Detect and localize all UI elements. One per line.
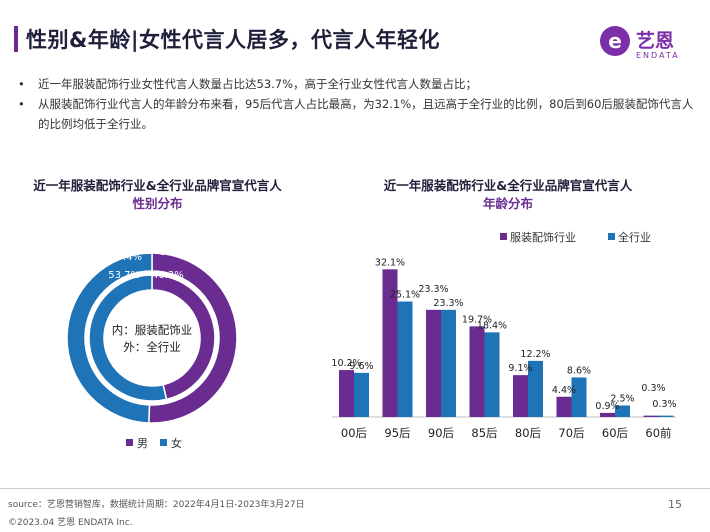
legend-swatch [608,233,615,240]
gender-chart-title-main: 近一年服装配饰行业&全行业品牌官宣代言人 [33,178,282,193]
donut-slice-inner [88,274,168,402]
legend-swatch [160,439,167,446]
bar-all-industry [397,301,413,417]
legend-label: 全行业 [618,230,651,244]
bar-all-industry [354,372,369,417]
donut-value-label: 53.7% [108,270,140,281]
endata-logo: e 艺恩 ENDATA [598,24,698,66]
bar-value-label: 12.2% [520,349,550,360]
bar-all-industry [441,309,456,417]
legend-swatch [500,233,507,240]
bar-apparel [556,396,572,417]
bar-value-label: 0.3% [641,383,665,394]
bar-value-label: 25.1% [390,290,420,301]
bar-apparel [469,326,485,417]
legend-swatch [126,439,133,446]
age-chart-title-main: 近一年服装配饰行业&全行业品牌官宣代言人 [383,178,633,193]
bar-all-industry [484,332,500,417]
age-chart-title: 近一年服装配饰行业&全行业品牌官宣代言人 年龄分布 [338,177,678,213]
bar-all-industry [615,405,630,417]
category-label: 95后 [384,426,410,440]
category-label: 90后 [428,426,454,440]
age-bar-chart: 10.2%9.6% 00后 32.1% 25.1% 95后 23.3% 23.3% 90后 19… [331,230,676,440]
bar-value-label: 9.1% [508,363,532,374]
bullet-dot-icon: • [18,97,25,111]
bar-value-label: 4.4% [552,385,576,396]
bullet-text: 从服装配饰行业代言人的年龄分布来看，95后代言人占比最高，为32.1%，且远高于… [38,97,694,131]
gender-chart-subtitle: 性别分布 [132,196,183,211]
bar-all-industry [528,360,543,417]
bar-value-label: 8.6% [567,365,591,376]
bullet-item: • 从服装配饰行业代言人的年龄分布来看，95后代言人占比最高，为32.1%，且远… [18,94,698,134]
donut-center-label: 内：服装配饰业 [112,323,193,337]
bar-value-label: 2.5% [610,394,634,405]
category-label: 60后 [602,426,628,440]
bar-value-label: 0.3% [652,399,676,410]
bar-value-label: 18.4% [477,320,507,331]
page-number: 15 [668,498,682,511]
donut-value-label: 49.4% [110,252,142,263]
category-label: 70后 [558,426,584,440]
source-note: source：艺恩营销智库，数据统计周期：2022年4月1日-2023年3月27… [8,500,305,510]
bar-apparel [382,269,398,417]
bar-value-label: 19.7% [462,314,492,325]
bar-value-label: 23.3% [433,298,463,309]
donut-value-label: 46.3% [152,270,184,281]
donut-center-label: 外：全行业 [123,340,181,354]
logo-en-text: ENDATA [636,51,680,60]
legend-label: 服装配饰行业 [510,230,576,244]
bar-all-industry [571,377,587,417]
bar-value-label: 23.3% [418,284,448,295]
summary-bullets: • 近一年服装配饰行业女性代言人数量占比达53.7%，高于全行业女性代言人数量占… [18,74,698,134]
age-chart-subtitle: 年龄分布 [482,196,533,211]
logo-cn-text: 艺恩 [636,30,675,52]
logo-mark-icon: e [600,26,630,56]
bar-value-label: 32.1% [375,257,405,268]
bar-apparel [339,370,354,417]
bullet-item: • 近一年服装配饰行业女性代言人数量占比达53.7%，高于全行业女性代言人数量占… [18,74,698,94]
copyright-note: ©2023.04 艺恩 ENDATA Inc. [8,518,133,528]
category-label: 60前 [645,426,671,440]
bar-all-industry [658,415,674,417]
bar-value-label: 9.6% [349,361,373,372]
legend-label: 女 [171,436,182,450]
category-label: 85后 [471,426,497,440]
page-title: 性别&年龄|女性代言人居多，代言人年轻化 [26,28,440,52]
gender-chart-title: 近一年服装配饰行业&全行业品牌官宣代言人 性别分布 [10,177,305,213]
donut-value-label: 50.6% [160,247,192,258]
bar-value-label: 10.2% [331,358,361,369]
bar-apparel [426,309,441,417]
legend-label: 男 [137,437,148,450]
bullet-text: 近一年服装配饰行业女性代言人数量占比达53.7%，高于全行业女性代言人数量占比； [38,77,478,91]
donut-slice-outer [66,252,153,424]
bar-apparel [513,375,528,417]
bar-value-label: 0.9% [595,401,619,412]
title-accent-bar [14,26,18,52]
bullet-dot-icon: • [18,77,25,91]
category-label: 80后 [515,426,541,440]
footer-divider [0,488,710,489]
bar-apparel [600,412,615,417]
bar-apparel [643,415,659,417]
category-label: 00后 [341,426,367,440]
